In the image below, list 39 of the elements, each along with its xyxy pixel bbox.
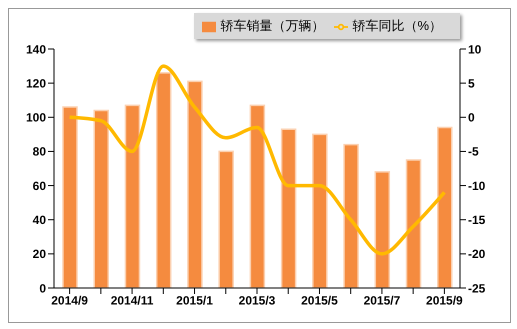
y2-tick-label: 0 (468, 110, 475, 125)
x-tick-label: 2015/9 (426, 294, 464, 308)
bar (406, 159, 422, 288)
y2-tick-label: -25 (468, 281, 486, 296)
y2-tick-label: -5 (468, 144, 479, 159)
bar (280, 128, 296, 288)
bar (250, 104, 266, 288)
bar (312, 134, 328, 288)
y-tick-label: 40 (32, 212, 46, 227)
y-tick-label: 60 (32, 178, 46, 193)
bar (124, 104, 140, 288)
y-tick-label: 140 (26, 42, 46, 56)
x-tick-label: 2014/11 (110, 294, 154, 308)
y2-tick-label: -10 (468, 178, 486, 193)
y2-tick-label: -15 (468, 212, 486, 227)
x-tick-label: 2014/9 (51, 294, 88, 308)
y-tick-label: 120 (26, 76, 46, 90)
bar (187, 80, 203, 288)
y-tick-label: 100 (26, 110, 46, 125)
bar (62, 106, 78, 288)
x-tick-label: 2015/1 (176, 294, 214, 308)
y2-tick-label: -20 (468, 247, 486, 262)
y2-tick-label: 10 (468, 42, 482, 56)
bar (93, 110, 109, 288)
y-tick-label: 80 (32, 144, 46, 159)
y-tick-label: 20 (32, 247, 46, 262)
line-series (68, 64, 446, 256)
legend-label: 轿车同比（%） (352, 18, 442, 33)
y-tick-label: 0 (39, 281, 46, 296)
x-tick-label: 2015/5 (301, 294, 338, 308)
x-tick-label: 2015/7 (364, 294, 401, 308)
bar (374, 171, 390, 288)
bar (437, 126, 453, 288)
legend-label: 轿车销量（万辆） (220, 18, 324, 33)
y2-tick-label: 5 (468, 76, 475, 90)
bar (218, 150, 234, 288)
bar (343, 144, 359, 288)
x-tick-label: 2015/3 (238, 294, 276, 308)
bar (156, 72, 172, 288)
